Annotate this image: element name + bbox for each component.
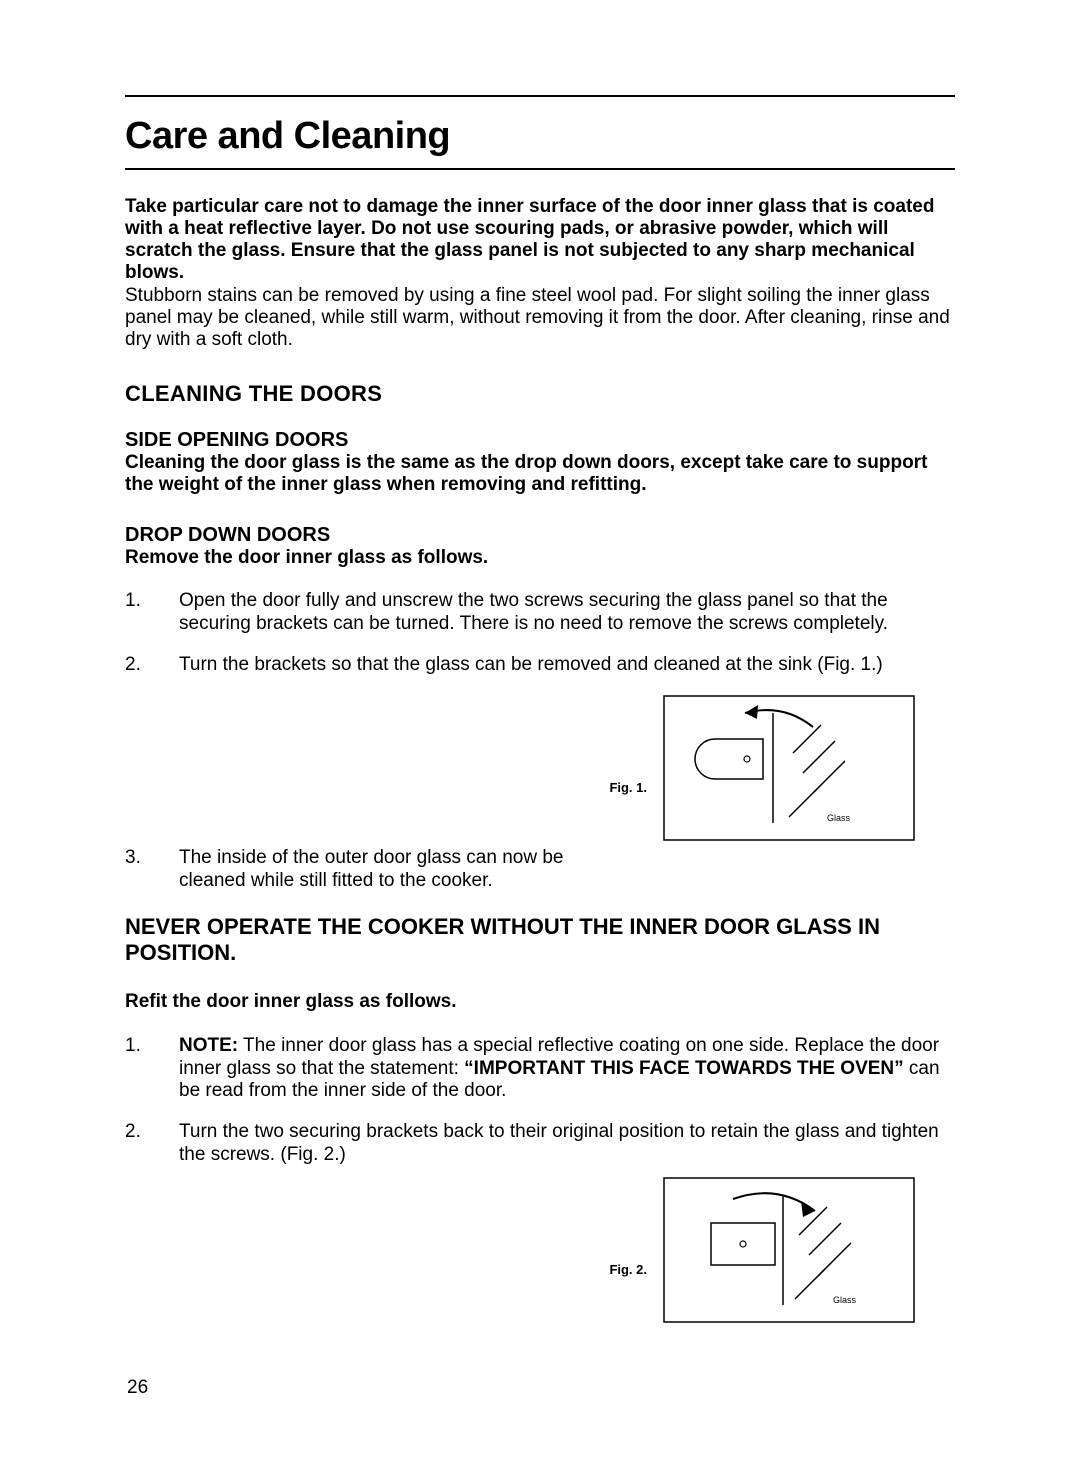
step-number: 1.: [125, 590, 179, 636]
never-operate-warning: NEVER OPERATE THE COOKER WITHOUT THE INN…: [125, 914, 955, 965]
refit-steps-list: 1. NOTE: The inner door glass has a spec…: [125, 1035, 955, 1167]
list-item: 2. Turn the two securing brackets back t…: [125, 1121, 955, 1167]
step-text: NOTE: The inner door glass has a special…: [179, 1035, 955, 1103]
body-paragraph: Stubborn stains can be removed by using …: [125, 285, 955, 351]
list-item: 3. The inside of the outer door glass ca…: [125, 847, 955, 893]
step-text: The inside of the outer door glass can n…: [179, 847, 599, 893]
subheading-side-opening: SIDE OPENING DOORS: [125, 429, 955, 452]
step-text: Turn the brackets so that the glass can …: [179, 654, 955, 677]
figure-1-label: Fig. 1.: [125, 780, 663, 795]
note-label: NOTE:: [179, 1035, 238, 1056]
list-item: 1. Open the door fully and unscrew the t…: [125, 590, 955, 636]
figure-1-diagram: Glass: [663, 695, 915, 841]
side-opening-text: Cleaning the door glass is the same as t…: [125, 452, 955, 496]
section-heading-cleaning-doors: CLEANING THE DOORS: [125, 381, 955, 407]
remove-steps-list: 1. Open the door fully and unscrew the t…: [125, 590, 955, 676]
page-content: Care and Cleaning Take particular care n…: [0, 0, 1080, 1323]
drop-down-subtext: Remove the door inner glass as follows.: [125, 547, 955, 569]
figure-2-label: Fig. 2.: [125, 1262, 663, 1277]
subheading-drop-down: DROP DOWN DOORS: [125, 524, 955, 547]
figure-2-diagram: Glass: [663, 1177, 915, 1323]
title-rule: [125, 168, 955, 170]
step-number: 2.: [125, 654, 179, 677]
list-item: 2. Turn the brackets so that the glass c…: [125, 654, 955, 677]
refit-subtext: Refit the door inner glass as follows.: [125, 991, 955, 1013]
step-number: 3.: [125, 847, 179, 893]
warning-paragraph: Take particular care not to damage the i…: [125, 196, 955, 283]
page-title: Care and Cleaning: [125, 97, 955, 168]
step-number: 1.: [125, 1035, 179, 1103]
remove-step-3: 3. The inside of the outer door glass ca…: [125, 847, 955, 893]
figure-2-row: Fig. 2. Glass: [125, 1177, 955, 1323]
glass-label: Glass: [827, 813, 851, 823]
glass-label: Glass: [833, 1295, 857, 1305]
list-item: 1. NOTE: The inner door glass has a spec…: [125, 1035, 955, 1103]
figure-1-row: Fig. 1. Glass: [125, 695, 955, 841]
step-number: 2.: [125, 1121, 179, 1167]
step-text: Open the door fully and unscrew the two …: [179, 590, 955, 636]
page-number: 26: [127, 1377, 148, 1399]
step-text: Turn the two securing brackets back to t…: [179, 1121, 955, 1167]
refit-quote: “IMPORTANT THIS FACE TOWARDS THE OVEN”: [464, 1058, 903, 1079]
